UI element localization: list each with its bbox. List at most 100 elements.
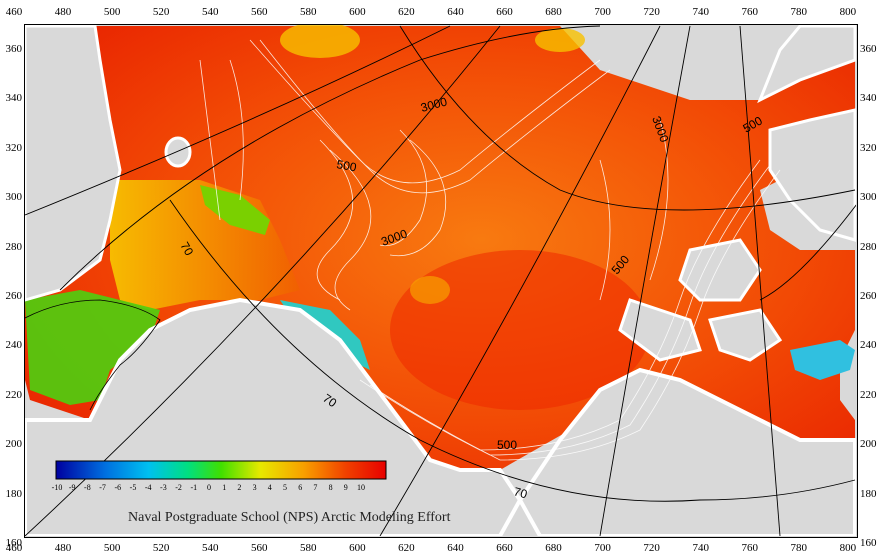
x-tick-bottom: 680: [545, 542, 562, 554]
y-tick-right: 320: [860, 141, 877, 154]
x-tick-bottom: 760: [741, 542, 759, 554]
colorbar-tick-label: 2: [237, 483, 242, 492]
x-tick-bottom: 480: [54, 542, 72, 554]
x-tick-top: 640: [447, 6, 464, 18]
y-tick-left: 160: [5, 537, 23, 549]
y-tick-right: 240: [860, 339, 877, 352]
colorbar: [55, 460, 387, 480]
colorbar-tick-label: 9: [343, 483, 348, 492]
y-tick-right: 160: [860, 537, 877, 549]
land-northwest: [25, 25, 122, 302]
x-tick-bottom: 500: [103, 542, 121, 554]
colorbar-tick-label: -9: [68, 483, 76, 492]
x-tick-top: 660: [496, 6, 513, 18]
x-tick-bottom: 580: [300, 542, 317, 554]
island-small: [164, 136, 192, 168]
contour-label-3000-a: 3000: [419, 94, 449, 115]
x-tick-top: 520: [152, 6, 170, 18]
x-tick-bottom: 740: [692, 542, 709, 554]
x-tick-top: 600: [349, 6, 366, 18]
x-tick-top: 480: [54, 6, 72, 18]
map-caption: Naval Postgraduate School (NPS) Arctic M…: [128, 510, 451, 525]
y-tick-left: 220: [5, 388, 23, 401]
land-east: [757, 25, 856, 104]
y-tick-left: 320: [5, 141, 23, 154]
contour-label-500-d: 500: [497, 438, 517, 452]
x-tick-bottom: 600: [349, 542, 366, 554]
colorbar-tick-label: 4: [267, 483, 272, 492]
colorbar-tick-label: 10: [357, 483, 365, 492]
colorbar-tick-label: -10: [51, 483, 63, 492]
y-tick-left: 280: [5, 240, 23, 253]
colorbar-tick-label: -7: [99, 483, 106, 492]
y-tick-right: 340: [860, 92, 877, 105]
x-tick-bottom: 520: [152, 542, 170, 554]
colorbar-tick-label: 3: [252, 483, 257, 492]
colorbar-tick-label: 7: [313, 483, 318, 492]
colorbar-tick-label: 0: [207, 483, 211, 492]
y-tick-left: 240: [5, 339, 23, 352]
x-tick-top: 580: [300, 6, 317, 18]
colorbar-tick-label: 6: [298, 483, 303, 492]
y-tick-right: 200: [860, 438, 877, 451]
x-tick-bottom: 700: [594, 542, 611, 554]
x-tick-top: 560: [251, 6, 268, 18]
colorbar-tick-label: 1: [222, 483, 227, 492]
x-tick-bottom: 560: [251, 542, 268, 554]
x-tick-top: 540: [201, 6, 219, 18]
y-tick-right: 180: [860, 487, 877, 500]
shelf-green: [25, 290, 160, 405]
y-tick-right: 280: [860, 240, 877, 253]
x-tick-top: 740: [692, 6, 709, 18]
bathymetry-contours: [199, 39, 781, 461]
x-tick-bottom: 540: [201, 542, 219, 554]
x-tick-bottom: 660: [496, 542, 513, 554]
y-tick-left: 300: [5, 191, 23, 204]
x-tick-bottom: 800: [839, 542, 857, 554]
colorbar-tick-label: 8: [328, 483, 333, 492]
x-tick-top: 620: [398, 6, 415, 18]
y-tick-left: 200: [5, 438, 23, 451]
y-tick-left: 180: [5, 487, 23, 500]
colorbar-tick-label: -5: [129, 483, 137, 492]
x-tick-bottom: 640: [447, 542, 464, 554]
colorbar-tick-label: -3: [160, 483, 167, 492]
y-tick-right: 360: [860, 43, 877, 55]
contour-label-70-a: 70: [177, 240, 196, 259]
x-tick-top: 680: [545, 6, 562, 18]
y-tick-right: 220: [860, 388, 877, 401]
colorbar-tick-label: -2: [175, 483, 182, 492]
x-tick-top: 780: [790, 6, 808, 18]
x-tick-top: 760: [741, 6, 759, 18]
colorbar-tick-label: -6: [114, 483, 122, 492]
x-tick-top: 700: [594, 6, 611, 18]
contour-label-70-c: 70: [512, 484, 529, 501]
shelf-contour: [25, 299, 161, 411]
colorbar-tick-label: 5: [283, 483, 287, 492]
x-tick-bottom: 780: [790, 542, 808, 554]
x-tick-bottom: 460: [5, 542, 23, 554]
colorbar-tick-label: -4: [144, 483, 152, 492]
contour-label-500-a: 500: [335, 157, 357, 174]
y-tick-right: 260: [860, 290, 877, 302]
x-tick-bottom: 620: [398, 542, 415, 554]
land-east-2: [768, 108, 856, 242]
yellow-spot-2: [535, 28, 585, 52]
x-tick-top: 500: [103, 6, 121, 18]
x-tick-top: 460: [5, 6, 23, 18]
x-tick-top: 720: [643, 6, 660, 18]
hot-zone: [390, 250, 650, 410]
y-tick-left: 360: [5, 43, 23, 55]
x-tick-bottom: 720: [643, 542, 660, 554]
cyan-channel-2: [790, 340, 855, 380]
colorbar-tick-label: -8: [84, 483, 91, 492]
y-tick-right: 300: [860, 191, 877, 204]
colorbar-tick-label: -1: [190, 483, 198, 492]
x-tick-top: 800: [839, 6, 857, 18]
y-tick-left: 260: [5, 290, 23, 302]
yellow-spot: [280, 25, 360, 58]
y-tick-left: 340: [5, 92, 23, 105]
yellow-spot-3: [410, 276, 450, 304]
land-southeast: [517, 367, 856, 536]
